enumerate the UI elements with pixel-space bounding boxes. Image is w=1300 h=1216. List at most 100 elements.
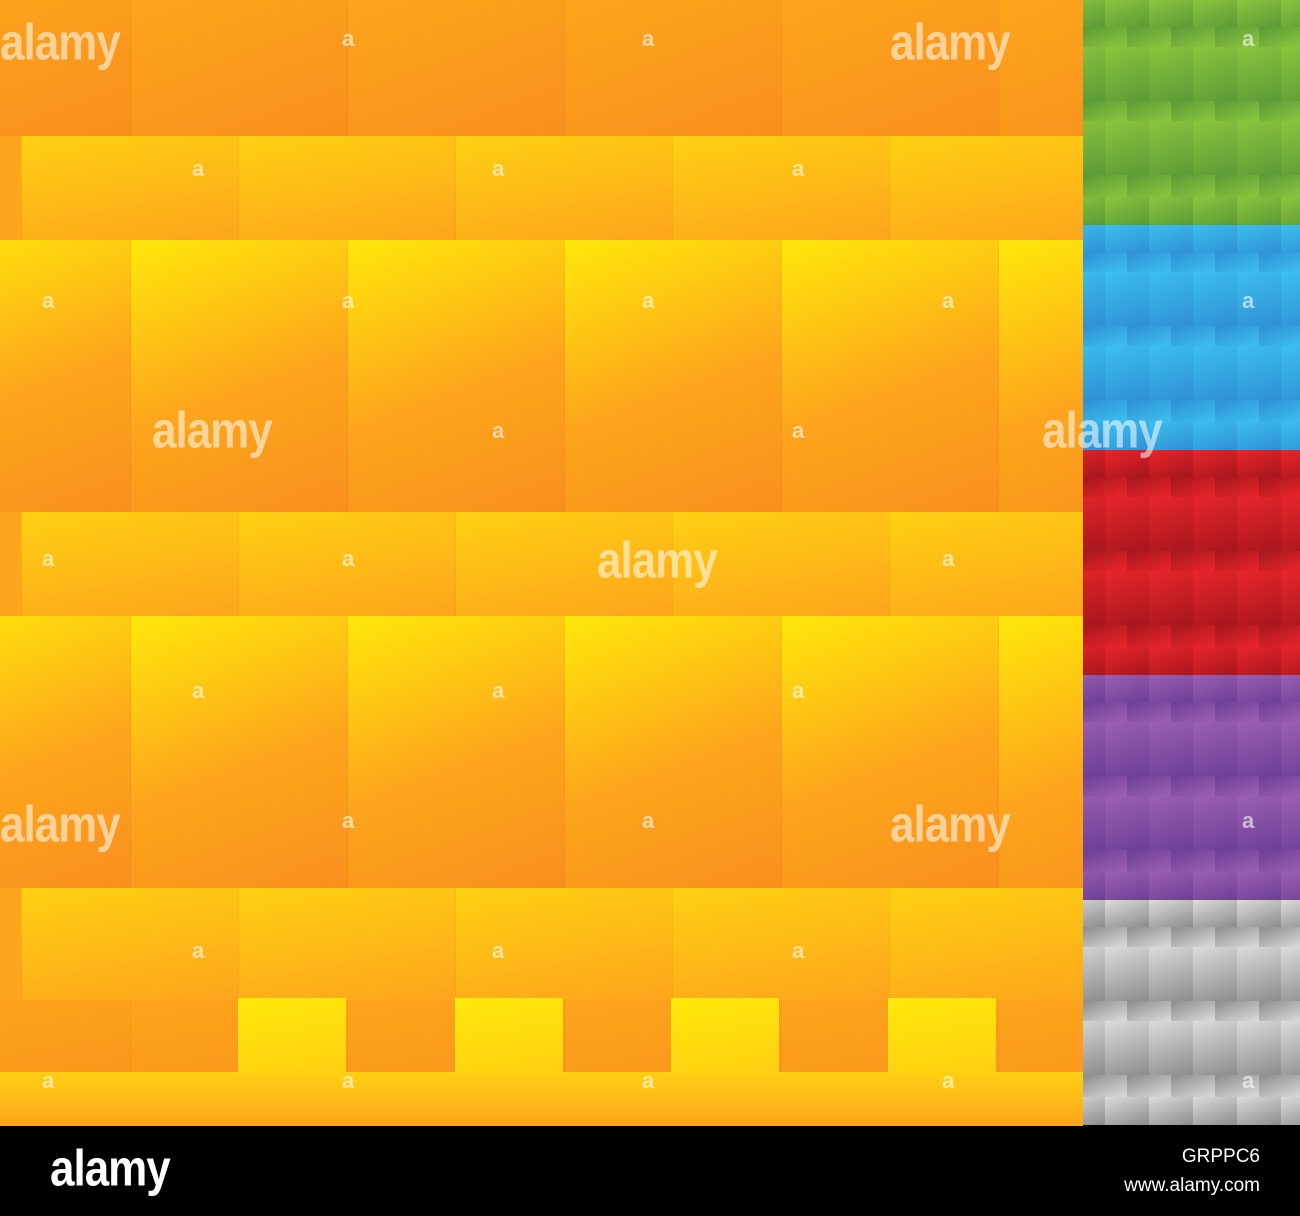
swatch-tile	[1215, 850, 1259, 872]
swatch-tile	[1237, 0, 1281, 27]
swatch-tile	[1149, 497, 1193, 551]
yellow-notch	[238, 998, 346, 1072]
swatch-tile	[1281, 675, 1300, 702]
swatch-tile	[1149, 1021, 1193, 1075]
swatch-tile	[1215, 1001, 1259, 1021]
swatch-row	[1083, 850, 1300, 872]
swatch-tile	[1083, 625, 1127, 647]
swatch-tile	[1083, 450, 1105, 477]
swatch-tile	[1259, 175, 1300, 197]
tile	[998, 0, 1083, 136]
swatch-tile	[1105, 1021, 1149, 1075]
tile	[889, 136, 1083, 240]
swatch-tile	[1105, 197, 1149, 225]
swatch-tile	[1237, 571, 1281, 625]
swatch-row	[1083, 1097, 1300, 1125]
swatch-tile	[1281, 47, 1300, 101]
tile	[781, 0, 998, 136]
swatch-row	[1083, 477, 1300, 497]
swatch-tile	[1193, 647, 1237, 675]
swatch-tile	[1193, 675, 1237, 702]
swatch-tile	[1215, 252, 1259, 272]
swatch-tile	[1127, 27, 1171, 47]
footer-bar: alamy GRPPC6 www.alamy.com	[0, 1126, 1300, 1216]
swatch-tile	[1083, 27, 1127, 47]
swatch-tile	[1237, 796, 1281, 850]
swatch-tile	[1193, 225, 1237, 252]
tile	[21, 888, 238, 1000]
swatch-tile	[1171, 702, 1215, 722]
swatch-tile	[1193, 796, 1237, 850]
swatch-tile	[1259, 1001, 1300, 1021]
swatch-tile	[1171, 850, 1215, 872]
swatch-tile	[1105, 422, 1149, 450]
swatch-tile	[1149, 796, 1193, 850]
tile	[347, 616, 564, 888]
swatch-tile	[1105, 722, 1149, 776]
tile	[672, 512, 889, 616]
tile	[672, 136, 889, 240]
swatch-tile	[1193, 197, 1237, 225]
swatch-purple	[1083, 675, 1300, 900]
swatch-tile	[1127, 101, 1171, 121]
tile	[238, 136, 455, 240]
swatch-row	[1083, 272, 1300, 326]
swatch-tile	[1127, 1001, 1171, 1021]
swatch-tile	[1281, 1021, 1300, 1075]
swatch-tile	[1281, 0, 1300, 27]
swatch-row	[1083, 27, 1300, 47]
swatch-tile	[1281, 947, 1300, 1001]
swatch-tile	[1193, 1097, 1237, 1125]
swatch-tile	[1127, 326, 1171, 346]
swatch-tile	[1083, 1001, 1127, 1021]
swatch-tile	[1215, 477, 1259, 497]
tile	[130, 0, 347, 136]
swatch-tile	[1149, 121, 1193, 175]
swatch-tile	[1083, 900, 1105, 927]
swatch-tile	[1083, 497, 1105, 551]
tile	[564, 240, 781, 512]
swatch-tile	[1083, 197, 1105, 225]
swatch-tile	[1259, 101, 1300, 121]
swatch-red	[1083, 450, 1300, 675]
swatch-tile	[1105, 947, 1149, 1001]
swatch-row	[1083, 175, 1300, 197]
swatch-tile	[1083, 1021, 1105, 1075]
swatch-tile	[1259, 702, 1300, 722]
swatch-tile	[1127, 175, 1171, 197]
swatch-tile	[1237, 197, 1281, 225]
swatch-row	[1083, 326, 1300, 346]
swatch-tile	[1149, 675, 1193, 702]
swatch-row	[1083, 796, 1300, 850]
swatch-tile	[1281, 121, 1300, 175]
tile	[781, 616, 998, 888]
swatch-tile	[1215, 927, 1259, 947]
tile	[998, 616, 1083, 888]
tile-row	[0, 616, 1083, 888]
yellow-notch	[455, 998, 563, 1072]
swatch-tile	[1083, 1075, 1127, 1097]
swatch-row	[1083, 1001, 1300, 1021]
swatch-row	[1083, 197, 1300, 225]
swatch-tile	[1171, 101, 1215, 121]
tile-row	[0, 136, 1083, 240]
swatch-tile	[1083, 252, 1127, 272]
swatch-row	[1083, 47, 1300, 101]
swatch-tile	[1215, 326, 1259, 346]
tile	[130, 616, 347, 888]
swatch-tile	[1237, 497, 1281, 551]
swatch-tile	[1083, 551, 1127, 571]
swatch-tile	[1259, 551, 1300, 571]
tile	[889, 888, 1083, 1000]
swatch-row	[1083, 947, 1300, 1001]
swatch-tile	[1149, 0, 1193, 27]
swatch-tile	[1171, 326, 1215, 346]
alamy-logo: alamy	[50, 1140, 171, 1197]
swatch-row	[1083, 722, 1300, 776]
swatch-tile	[1127, 776, 1171, 796]
swatch-tile	[1083, 101, 1127, 121]
swatch-tile	[1149, 722, 1193, 776]
swatch-tile	[1105, 571, 1149, 625]
tile	[347, 240, 564, 512]
swatch-tile	[1259, 477, 1300, 497]
